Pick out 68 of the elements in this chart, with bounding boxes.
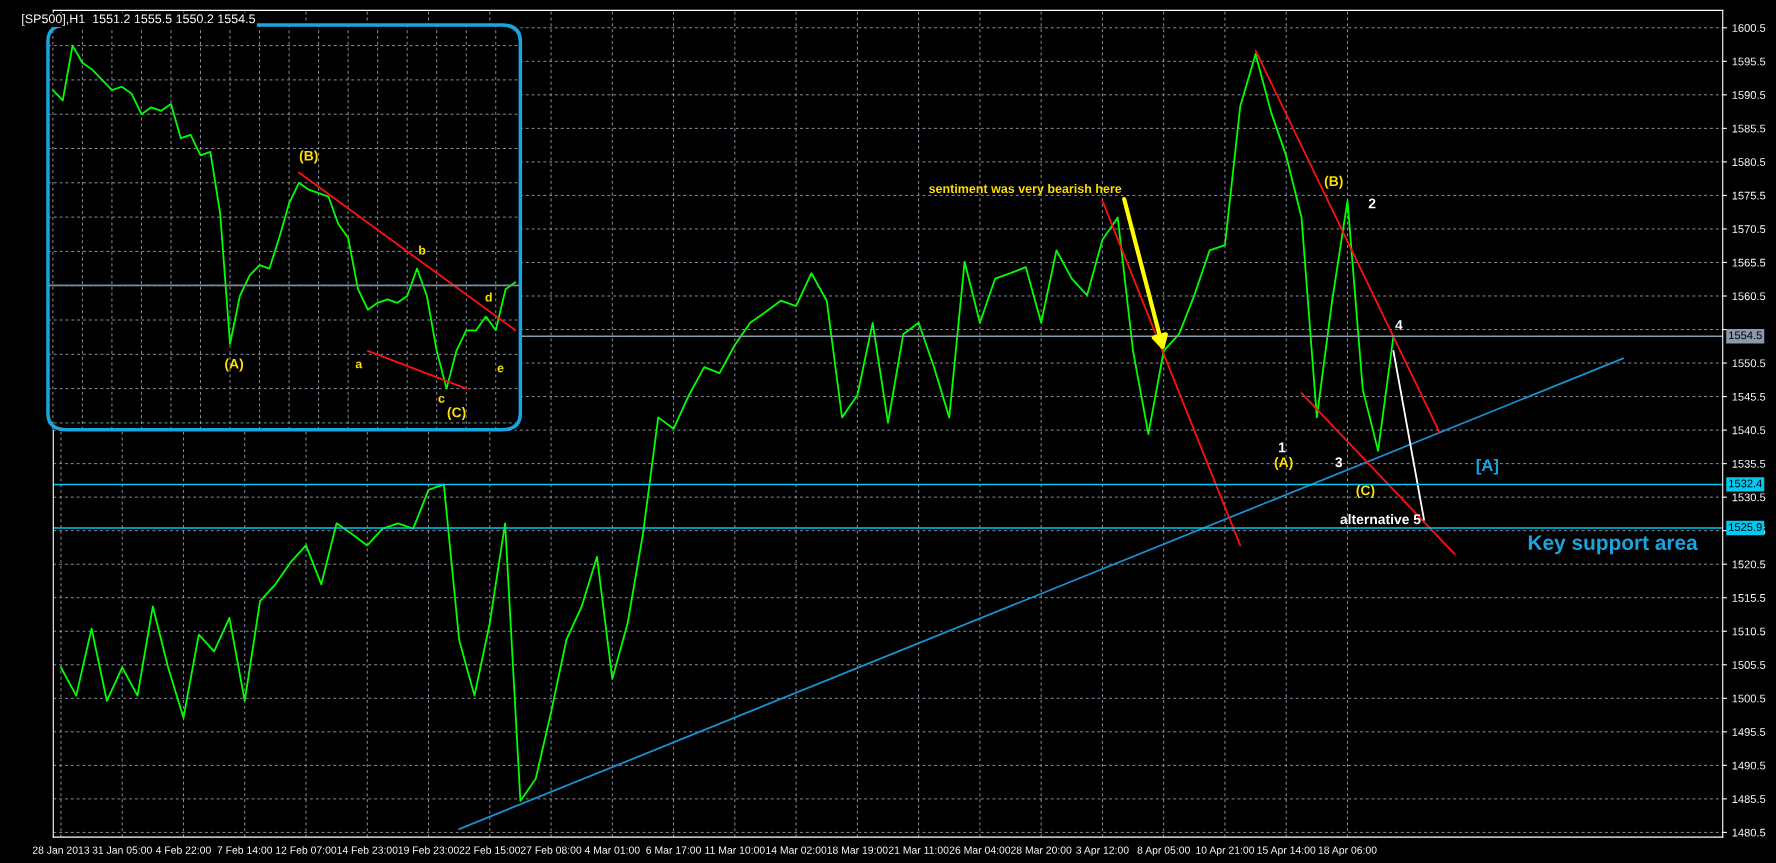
y-tick-label: 1505.5 [1732, 661, 1766, 669]
annotation: a [355, 361, 363, 369]
y-tick-label: 1590.5 [1732, 91, 1766, 99]
x-tick-label: 28 Mar 20:00 [1011, 846, 1072, 854]
ref-line-label: 1532.4 [1729, 479, 1762, 488]
annotation: 1 [1279, 442, 1286, 453]
x-tick-label: 3 Apr 12:00 [1076, 846, 1129, 856]
annotation: e [497, 365, 504, 373]
x-tick-label: 7 Feb 14:00 [217, 846, 273, 854]
y-tick-label: 1585.5 [1732, 124, 1766, 133]
annotation: Key support area [1528, 535, 1698, 555]
x-tick-label: 26 Mar 04:00 [949, 846, 1011, 854]
y-tick-label: 1530.5 [1732, 493, 1766, 502]
y-tick-label: 1540.5 [1732, 426, 1766, 435]
y-tick-label: 1575.5 [1732, 191, 1766, 200]
annotation: alternative 5 [1340, 513, 1421, 525]
annotation: (A) [1274, 456, 1293, 470]
y-tick-label: 1510.5 [1732, 627, 1766, 636]
annotation: b [419, 245, 426, 255]
annotation: (C) [1356, 485, 1375, 498]
x-tick-label: 6 Mar 17:00 [646, 846, 701, 854]
ref-line-label: 1554.5 [1729, 331, 1762, 340]
x-tick-label: 10 Apr 21:00 [1196, 846, 1255, 856]
y-tick-label: 1600.5 [1732, 24, 1766, 32]
x-tick-label: 18 Apr 06:00 [1318, 846, 1377, 856]
x-tick-label: 4 Mar 01:00 [584, 846, 640, 854]
annotation: 2 [1368, 198, 1376, 209]
annotation: (B) [299, 150, 318, 164]
y-tick-label: 1500.5 [1732, 694, 1766, 703]
y-tick-label: 1485.5 [1732, 795, 1766, 804]
annotation: (C) [447, 407, 466, 421]
x-tick-label: 21 Mar 11:00 [888, 846, 949, 854]
annotation: (B) [1324, 175, 1343, 189]
x-tick-label: 11 Mar 10:00 [705, 846, 765, 854]
ref-line-label: 1525.9 [1729, 523, 1762, 531]
y-tick-label: 1520.5 [1732, 560, 1766, 569]
x-tick-label: 31 Jan 05:00 [92, 846, 152, 854]
x-tick-label: 18 Mar 19:00 [827, 846, 888, 854]
x-tick-label: 27 Feb 08:00 [520, 846, 582, 854]
y-tick-label: 1595.5 [1732, 57, 1766, 66]
x-tick-label: 28 Jan 2013 [32, 846, 90, 854]
y-tick-label: 1550.5 [1732, 359, 1766, 368]
x-tick-label: 8 Apr 05:00 [1137, 846, 1190, 856]
y-tick-label: 1570.5 [1732, 225, 1766, 234]
y-tick-label: 1580.5 [1732, 158, 1766, 167]
y-tick-label: 1535.5 [1732, 459, 1766, 468]
y-tick-label: 1545.5 [1732, 392, 1766, 401]
annotation: [A] [1476, 458, 1498, 475]
y-tick-label: 1515.5 [1732, 594, 1766, 602]
y-tick-label: 1480.5 [1732, 828, 1766, 837]
chart-title: [SP500],H1 1551.2 1555.5 1550.2 1554.5 [22, 14, 256, 26]
annotation: c [438, 395, 445, 403]
x-tick-label: 12 Feb 07:00 [276, 846, 337, 854]
x-tick-label: 22 Feb 15:00 [459, 846, 521, 854]
x-tick-label: 14 Mar 02:00 [766, 846, 827, 854]
x-tick-label: 19 Feb 23:00 [398, 846, 459, 854]
annotation: (A) [225, 358, 244, 372]
y-tick-label: 1495.5 [1732, 728, 1766, 736]
x-tick-label: 14 Feb 23:00 [337, 846, 398, 854]
x-tick-label: 15 Apr 14:00 [1257, 846, 1316, 856]
y-tick-label: 1565.5 [1732, 258, 1766, 267]
y-tick-label: 1560.5 [1732, 292, 1766, 301]
y-tick-label: 1490.5 [1732, 761, 1766, 770]
x-tick-label: 4 Feb 22:00 [155, 846, 211, 854]
annotation: 3 [1335, 457, 1343, 468]
annotation: sentiment was very bearish here [929, 183, 1122, 196]
annotation: d [485, 292, 492, 302]
annotation: 4 [1395, 320, 1403, 330]
